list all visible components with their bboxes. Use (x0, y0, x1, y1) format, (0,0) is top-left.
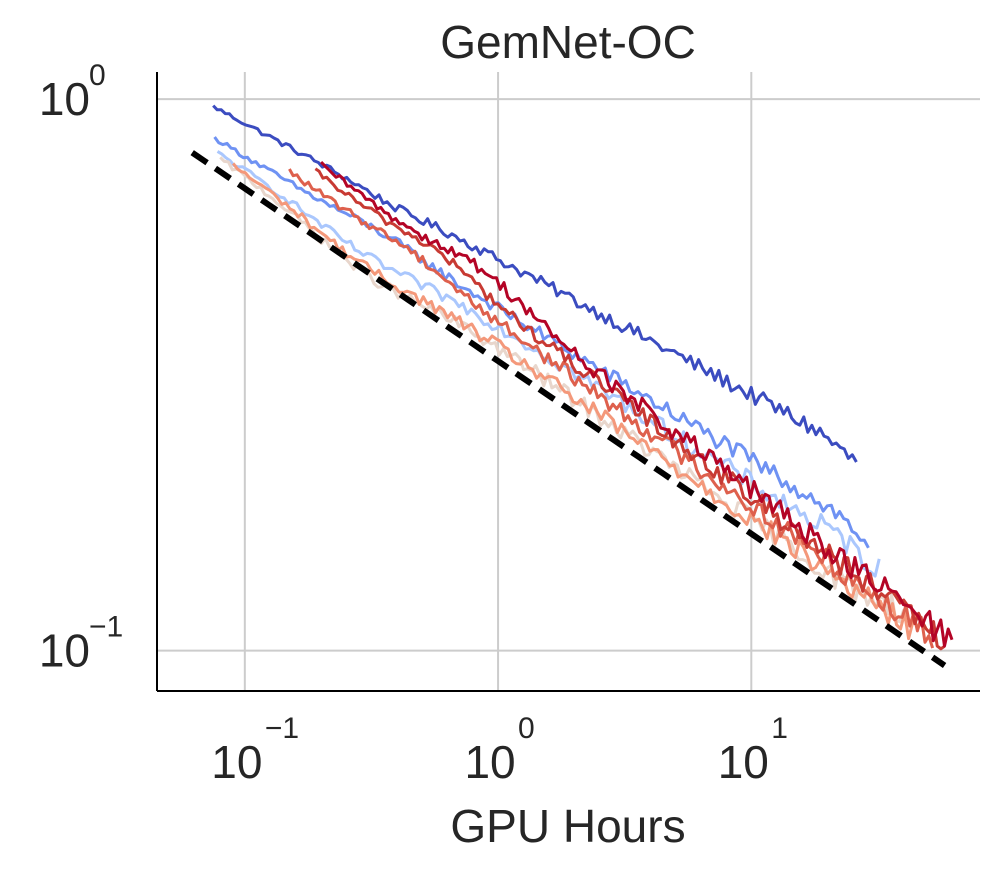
chart-title: GemNet-OC (440, 16, 696, 68)
series-line (288, 168, 935, 649)
y-tick-label: 10 (39, 625, 90, 677)
x-tick-label: 10 (464, 736, 515, 788)
x-tick-exponent: 1 (771, 712, 788, 745)
y-tick-label: 10 (39, 73, 90, 125)
grid (157, 72, 980, 691)
y-tick-exponent: 0 (89, 59, 106, 92)
series-line (232, 162, 917, 641)
x-axis-label: GPU Hours (450, 800, 685, 852)
x-tick-exponent: 0 (518, 712, 535, 745)
series-line (216, 150, 881, 578)
series-line (320, 160, 954, 648)
series-line (213, 136, 870, 549)
series-group (190, 104, 954, 668)
x-tick-label: 10 (211, 736, 262, 788)
y-tick-exponent: −1 (89, 611, 123, 644)
x-tick-exponent: −1 (265, 712, 299, 745)
series-line-dashed (190, 150, 947, 668)
series-line (212, 104, 858, 463)
x-tick-label: 10 (718, 736, 769, 788)
